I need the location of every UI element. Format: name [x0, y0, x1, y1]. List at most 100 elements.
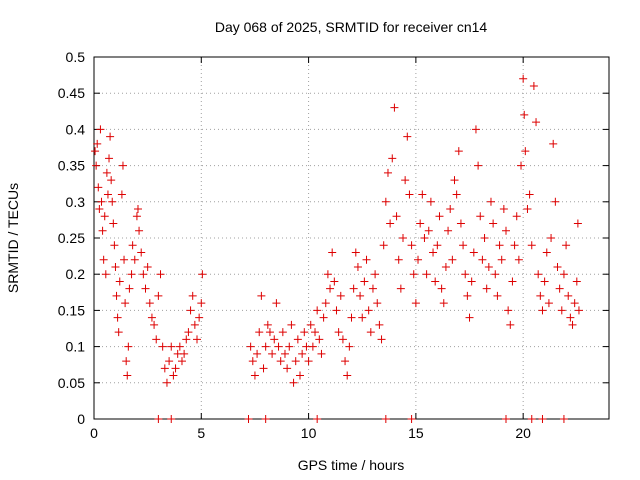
data-point [334, 328, 343, 337]
data-point [381, 415, 390, 423]
data-point [198, 270, 207, 279]
data-point [289, 378, 298, 387]
data-point [298, 349, 307, 358]
data-point [341, 357, 350, 366]
data-point [452, 190, 461, 199]
data-point [435, 212, 444, 221]
data-point [184, 328, 193, 337]
data-point [416, 219, 425, 228]
data-point [343, 371, 352, 380]
data-point [195, 313, 204, 322]
data-point [523, 205, 532, 214]
data-point [375, 320, 384, 329]
data-point [171, 364, 180, 373]
data-point [97, 197, 106, 206]
data-point [128, 241, 137, 250]
data-point [426, 197, 435, 206]
x-tick-label: 15 [408, 425, 424, 441]
data-point [109, 219, 118, 228]
data-point [499, 205, 508, 214]
data-point [143, 262, 152, 271]
data-point [467, 277, 476, 286]
data-point [130, 255, 139, 264]
data-point [555, 284, 564, 293]
data-point [332, 306, 341, 315]
y-tick-label: 0.2 [66, 266, 86, 282]
data-point [405, 190, 414, 199]
data-point [328, 248, 337, 257]
x-tick-label: 0 [90, 425, 98, 441]
data-point [536, 291, 545, 300]
data-point [553, 262, 562, 271]
data-point [456, 219, 465, 228]
data-point [547, 234, 556, 242]
data-point [101, 270, 110, 279]
data-point [139, 270, 148, 279]
data-point [188, 291, 197, 300]
data-point [471, 125, 480, 134]
data-point [175, 342, 184, 351]
data-point [373, 299, 382, 308]
data-point [165, 357, 174, 366]
data-point [193, 335, 201, 344]
data-point [121, 299, 130, 308]
data-point [574, 306, 583, 315]
data-point [253, 349, 262, 358]
data-point [493, 291, 502, 300]
data-point [570, 299, 579, 308]
data-point [255, 328, 264, 337]
data-point [542, 248, 551, 257]
data-point [532, 118, 541, 127]
data-point [248, 357, 257, 366]
data-point [135, 226, 144, 235]
data-point [353, 262, 362, 271]
data-point [133, 205, 142, 214]
data-point [103, 190, 112, 199]
y-axis-label: SRMTID / TECUs [5, 183, 21, 293]
data-point [113, 313, 122, 322]
data-point [94, 183, 103, 192]
data-point [437, 284, 446, 293]
data-point [124, 342, 133, 351]
data-point [283, 364, 292, 373]
data-point [95, 205, 104, 214]
data-point [446, 205, 455, 214]
data-point [110, 241, 119, 250]
data-point [478, 255, 487, 264]
data-point [285, 342, 294, 351]
data-point [559, 415, 568, 423]
data-point [106, 132, 115, 141]
y-tick-label: 0.3 [66, 194, 86, 210]
data-point [105, 154, 114, 163]
data-point [465, 313, 474, 322]
data-point [562, 241, 571, 250]
axis-ticks [93, 56, 609, 420]
data-points [91, 74, 583, 423]
data-point [156, 270, 165, 279]
data-point [459, 241, 468, 250]
data-point [450, 176, 459, 185]
data-point [125, 284, 134, 293]
data-point [278, 328, 287, 337]
data-point [358, 313, 367, 322]
data-point [429, 248, 438, 257]
data-point [311, 328, 320, 337]
data-point [520, 110, 529, 119]
data-point [338, 335, 347, 344]
data-point [418, 190, 427, 199]
data-point [111, 262, 120, 271]
data-point [454, 147, 463, 156]
data-point [347, 313, 356, 322]
data-point [250, 371, 259, 380]
data-point [480, 234, 489, 242]
data-point [439, 299, 448, 308]
data-point [336, 291, 345, 300]
data-point [502, 415, 510, 423]
data-point [190, 320, 199, 329]
data-point [150, 320, 159, 329]
data-point [122, 357, 131, 366]
data-point [91, 147, 100, 156]
data-point [407, 415, 416, 423]
data-point [525, 190, 534, 199]
data-point [317, 349, 326, 358]
